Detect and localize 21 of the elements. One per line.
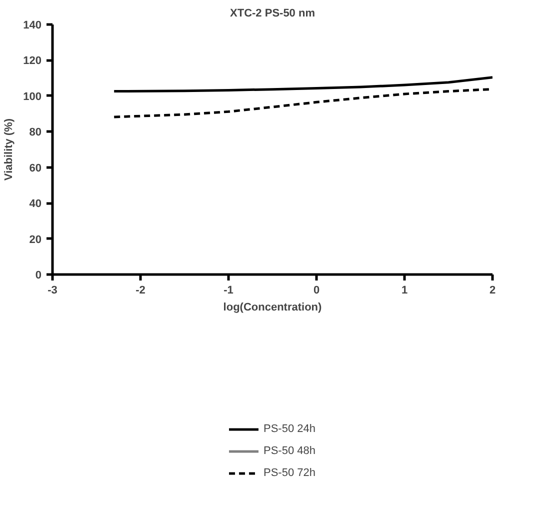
x-tick-label: 0 xyxy=(313,284,320,296)
y-tick-label: 100 xyxy=(23,90,42,103)
legend-label: PS-50 48h xyxy=(264,444,316,458)
y-tick-label: 0 xyxy=(35,270,42,282)
x-tick-label: -2 xyxy=(136,284,146,296)
y-axis-title: Viability (%) xyxy=(3,118,16,181)
y-tick-label: 40 xyxy=(29,198,42,210)
y-tick-label: 20 xyxy=(29,234,42,246)
y-tick-label: 80 xyxy=(29,126,42,139)
x-tick-label: -1 xyxy=(224,284,234,296)
legend-label: PS-50 72h xyxy=(264,466,316,480)
legend-label: PS-50 24h xyxy=(264,422,316,436)
x-axis-title: log(Concentration) xyxy=(223,302,322,314)
x-tick-label: 1 xyxy=(401,284,408,296)
y-tick-label: 120 xyxy=(23,55,42,68)
line-series xyxy=(112,76,492,93)
x-tick-label: 2 xyxy=(489,284,496,296)
x-tick-label: -3 xyxy=(48,284,58,296)
y-tick-label: 140 xyxy=(23,20,42,32)
chart-title: XTC-2 PS-50 nm xyxy=(230,8,316,20)
y-tick-label: 60 xyxy=(29,162,42,174)
